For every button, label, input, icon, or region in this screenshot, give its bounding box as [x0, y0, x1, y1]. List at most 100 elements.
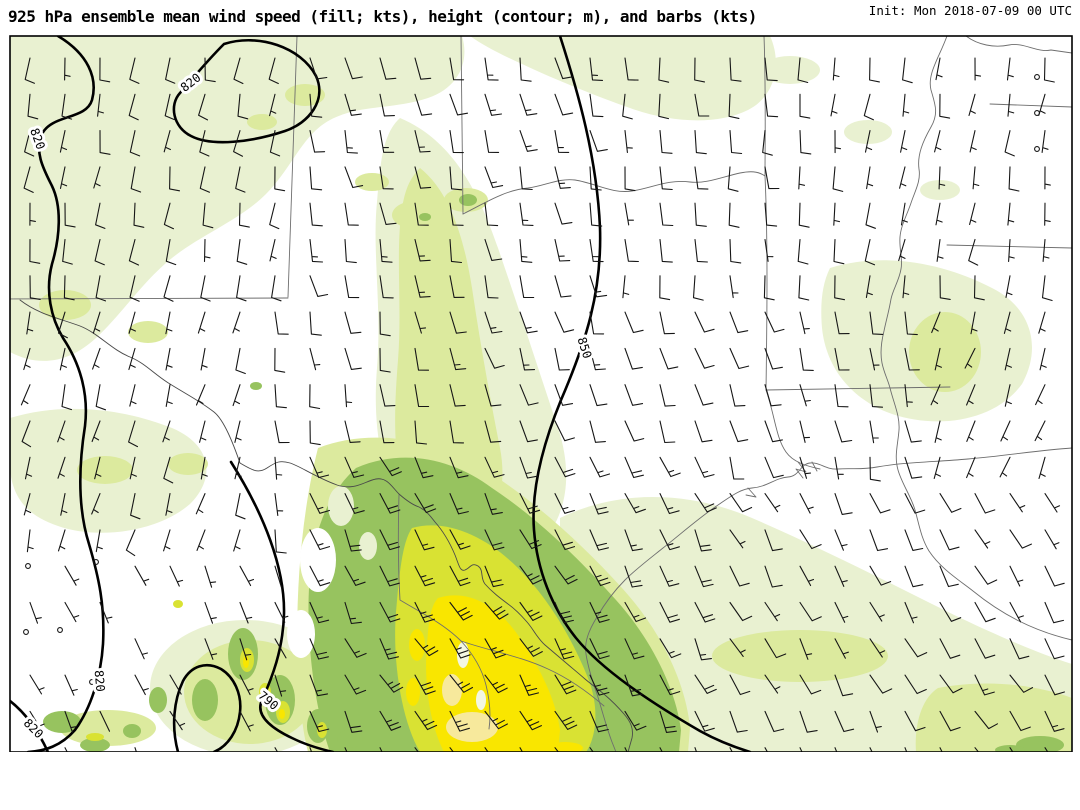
wind-barb: [624, 529, 643, 552]
wind-barb: [202, 202, 214, 229]
wind-barb: [554, 456, 576, 478]
wind-barb: [834, 456, 844, 480]
wind-barb: [834, 130, 842, 154]
wind-barb: [59, 166, 68, 189]
wind-barb: [128, 347, 136, 371]
wind-barb: [204, 638, 218, 660]
wind-barb: [904, 747, 908, 752]
wind-barb: [232, 384, 241, 407]
wind-barb: [268, 57, 279, 85]
wind-barb: [59, 347, 67, 371]
wind-barb: [165, 347, 173, 371]
wind-barb: [624, 347, 643, 370]
wind-barb: [449, 565, 471, 587]
wind-barb: [973, 275, 985, 301]
wind-barb: [974, 710, 999, 730]
wind-barb: [968, 238, 979, 266]
wind-barb: [624, 565, 643, 588]
wind-barb: [1044, 601, 1065, 624]
wind-barb: [554, 57, 574, 80]
wind-barb: [624, 638, 645, 660]
wind-barb: [902, 57, 913, 84]
wind-barb: [414, 202, 429, 226]
wind-barb: [904, 384, 913, 408]
wind-barb: [694, 202, 707, 227]
wind-barb: [554, 638, 575, 660]
wind-barb: [729, 529, 746, 549]
wind-barb: [57, 311, 68, 339]
wind-barb: [20, 384, 31, 406]
wind-barb: [939, 638, 961, 659]
wind-barb: [589, 238, 604, 263]
wind-barb: [484, 384, 502, 407]
wind-barb: [1004, 130, 1015, 157]
calm-wind-circle: [57, 627, 63, 633]
wind-barb: [659, 638, 682, 659]
wind-barb: [169, 166, 181, 192]
wind-barb: [99, 130, 111, 155]
wind-barb: [589, 420, 606, 443]
wind-barb: [764, 347, 783, 370]
wind-barb: [934, 130, 942, 153]
wind-barb: [589, 275, 608, 298]
wind-barb: [274, 747, 279, 752]
wind-barb: [344, 747, 348, 752]
wind-barb: [344, 601, 362, 625]
wind-barb: [274, 565, 282, 588]
wind-barb: [939, 275, 951, 300]
wind-barb: [344, 275, 360, 299]
wind-barb: [414, 166, 432, 189]
wind-barb: [163, 202, 175, 230]
wind-barb: [309, 529, 331, 551]
wind-barb: [519, 384, 539, 406]
wind-barb: [239, 565, 255, 587]
wind-barb: [799, 529, 822, 550]
wind-barb: [233, 529, 241, 552]
wind-barb: [519, 529, 542, 550]
wind-barb: [379, 238, 393, 263]
wind-barb: [904, 710, 926, 732]
wind-barb: [197, 311, 206, 334]
wind-barb: [694, 565, 714, 588]
wind-barb: [274, 456, 283, 480]
wind-barb: [95, 202, 106, 229]
wind-barb: [589, 311, 605, 335]
wind-barb: [344, 347, 362, 370]
wind-barb: [624, 493, 646, 514]
wind-barb: [764, 638, 787, 659]
wind-barb: [484, 57, 499, 81]
wind-barb: [865, 202, 876, 229]
wind-barb: [64, 57, 71, 81]
wind-barb: [1044, 529, 1060, 550]
wind-barb: [729, 710, 748, 733]
wind-barb: [64, 565, 80, 586]
wind-barb: [449, 384, 466, 407]
wind-barb: [799, 420, 811, 443]
wind-barb: [966, 420, 976, 442]
wind-barb: [939, 529, 960, 551]
state-borders-layer: [10, 36, 1072, 752]
wind-barb: [869, 456, 881, 482]
wind-barb: [23, 347, 31, 371]
wind-barb: [128, 238, 140, 266]
wind-barb: [24, 57, 35, 84]
wind-barb: [274, 384, 287, 409]
wind-barb: [589, 130, 608, 152]
wind-barb: [62, 238, 73, 265]
wind-barb: [129, 456, 137, 480]
wind-barb: [92, 347, 101, 370]
wind-barb: [379, 275, 394, 299]
wind-barb: [234, 420, 242, 443]
wind-barb: [199, 130, 210, 157]
wind-barb: [344, 710, 363, 733]
wind-barb: [134, 638, 149, 660]
wind-barb: [904, 347, 920, 371]
wind-barb: [694, 238, 708, 263]
wind-barb: [57, 420, 66, 443]
wind-barb: [204, 57, 216, 83]
wind-barb: [344, 529, 362, 552]
wind-barb: [554, 529, 576, 551]
wind-barb: [974, 493, 996, 514]
wind-barb: [519, 166, 533, 191]
wind-barb: [659, 565, 680, 587]
